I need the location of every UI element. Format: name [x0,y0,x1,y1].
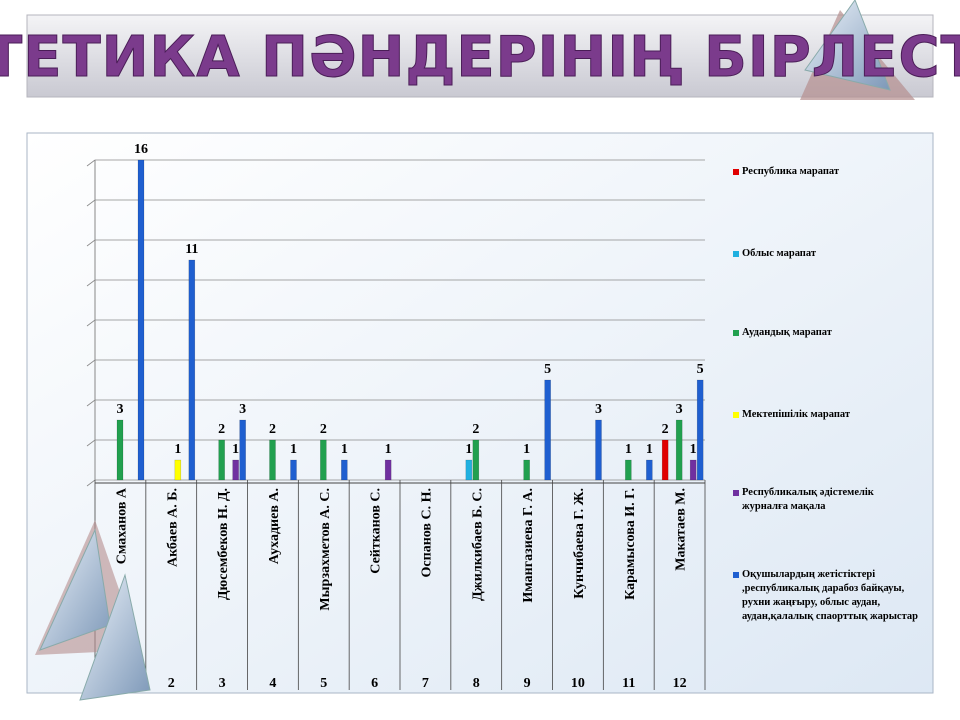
data-label: 11 [185,242,198,257]
data-label: 1 [341,442,348,457]
bar [137,159,145,481]
bar [696,379,704,481]
bar [661,439,669,481]
data-label: 2 [662,422,669,437]
data-label: 2 [269,422,276,437]
legend-swatch [733,572,739,578]
bar [595,419,602,481]
category-number: 2 [168,676,175,691]
category-number: 11 [622,676,635,691]
title-box [26,14,934,98]
data-label: 1 [290,442,297,457]
data-label: 3 [676,402,683,417]
grid-line [86,359,96,367]
category-number: 7 [422,676,429,691]
legend-label: Мектепішілік марапат [742,409,850,420]
legend-label: Республика марапат [742,166,840,177]
grid-line [86,199,96,207]
bar [675,419,683,481]
x-tick-label: Сейтканов С. [369,488,384,574]
data-label: 2 [320,422,327,437]
x-tick-label: Смаханов А [114,487,129,564]
bar [232,459,239,481]
legend-swatch [733,490,739,496]
bar [320,439,327,481]
bar [239,419,246,481]
legend-label: Республикалық әдістемелік журналға мақал… [742,487,874,512]
grid-line [86,239,96,247]
chart-title: ЭСТЕТИКА ПӘНДЕРІНІҢ БІРЛЕСТІГІ [0,25,960,90]
data-label: 1 [174,442,181,457]
grid-line [86,479,96,487]
data-label: 16 [134,142,148,157]
bar [544,379,551,481]
x-tick-label: Макатаев М. [674,488,689,571]
x-tick-label: Оспанов С. Н. [419,488,434,577]
data-label: 3 [239,402,246,417]
bar [523,459,530,481]
category-number: 5 [320,676,327,691]
x-tick-label: Джилкибаев Б. С. [470,488,485,601]
legend-swatch [733,251,739,257]
x-tick-label: Акбаев А. Б. [165,488,180,567]
grid-line [86,439,96,447]
grid-line [86,159,96,167]
x-tick-label: Дюсембеков Н. Д. [216,488,231,600]
x-tick-label: Имангазиева Г. А. [521,488,536,603]
bar [625,459,632,481]
grid-line [86,319,96,327]
bar [689,459,697,481]
legend-label: Оқушылардың жетістіктері ,республикалық … [742,569,918,622]
legend-label: Аудандық марапат [742,327,832,338]
bar [472,439,480,481]
x-tick-label: Мырзахметов А. С. [318,488,333,611]
x-tick-label: Аухадиев А. [267,488,282,564]
decor [804,0,891,91]
bar [646,459,653,481]
decor [79,573,151,701]
data-label: 1 [625,442,632,457]
legend-label: Облыс марапат [742,248,816,259]
bar [269,439,276,481]
legend-swatch [733,330,739,336]
legend-swatch [733,169,739,175]
bar [465,459,473,481]
data-label: 2 [472,422,479,437]
bar [188,259,196,481]
data-label: 1 [523,442,530,457]
plot-frame [26,132,934,694]
category-number: 4 [269,676,276,691]
decor [39,528,111,651]
category-number: 3 [219,676,226,691]
data-label: 1 [690,442,697,457]
category-number: 8 [473,676,480,691]
grid-line [86,399,96,407]
bar [174,459,182,481]
data-label: 2 [218,422,225,437]
legend-swatch [733,412,739,418]
data-label: 1 [385,442,392,457]
category-number: 6 [371,676,378,691]
x-tick-label: Карамысова И. Г. [623,488,638,600]
bar [341,459,348,481]
data-label: 3 [117,402,124,417]
bar [116,419,124,481]
grid-line [86,279,96,287]
bar [218,439,225,481]
x-tick-label: Кунчибаева Г. Ж. [572,488,587,599]
data-label: 1 [465,442,472,457]
data-label: 5 [544,362,551,377]
category-number: 10 [571,676,585,691]
category-number: 12 [673,676,687,691]
category-number: 9 [524,676,531,691]
bar [290,459,297,481]
data-label: 1 [232,442,239,457]
data-label: 3 [595,402,602,417]
data-label: 5 [697,362,704,377]
data-label: 1 [646,442,653,457]
bar [384,459,392,481]
